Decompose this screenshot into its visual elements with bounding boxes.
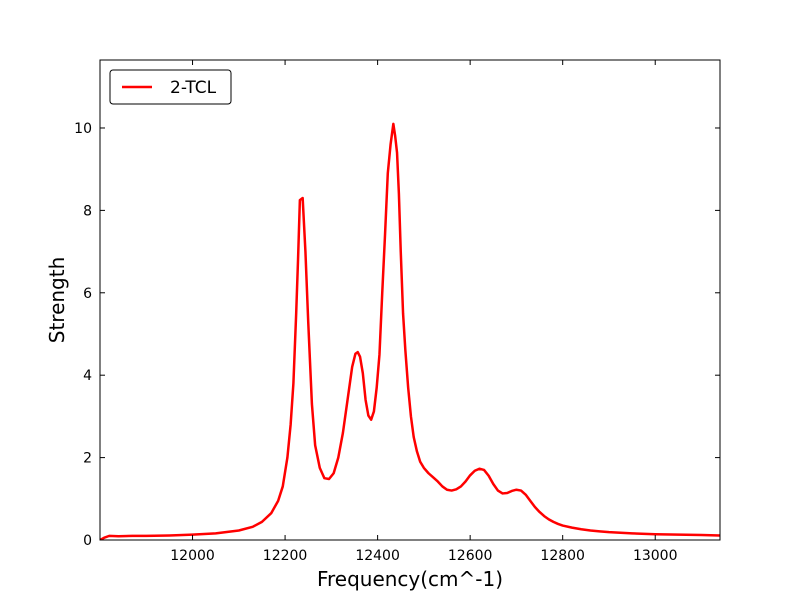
x-tick-label: 12200	[263, 548, 308, 564]
plot-layer	[100, 122, 720, 540]
x-tick-label: 12400	[355, 548, 400, 564]
y-tick-label: 2	[83, 451, 92, 467]
legend: 2-TCL	[109, 69, 232, 105]
series-line-0	[100, 122, 720, 540]
plot-frame	[99, 59, 721, 541]
x-axis-label: Frequency(cm^-1)	[317, 567, 503, 591]
y-axis-label: Strength	[45, 257, 69, 344]
y-tick-label: 6	[83, 286, 92, 302]
y-tick-label: 4	[83, 368, 92, 384]
x-tick-label: 12000	[170, 548, 215, 564]
y-tick-label: 8	[83, 203, 92, 219]
x-tick-label: 12800	[540, 548, 585, 564]
axes-layer: 12000 12200 12400 12600 12800 13000 0 2 4 6 8 10	[74, 59, 721, 564]
x-tick-label: 13000	[633, 548, 678, 564]
y-tick-label: 0	[83, 533, 92, 549]
x-tick-label: 12600	[448, 548, 493, 564]
legend-label-0: 2-TCL	[170, 78, 217, 98]
y-tick-label: 10	[74, 121, 92, 137]
legend-box	[109, 69, 232, 105]
